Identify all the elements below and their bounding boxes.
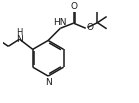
Text: H: H: [16, 28, 22, 37]
Text: HN: HN: [54, 18, 67, 27]
Text: N: N: [45, 78, 52, 87]
Text: N: N: [16, 35, 23, 44]
Text: O: O: [86, 23, 93, 32]
Text: O: O: [71, 2, 78, 11]
